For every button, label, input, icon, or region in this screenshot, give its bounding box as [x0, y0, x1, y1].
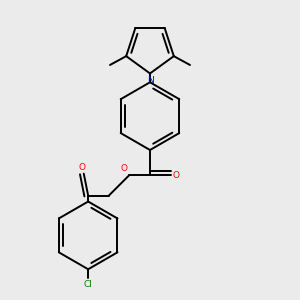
Text: Cl: Cl [84, 280, 93, 289]
Text: O: O [79, 163, 86, 172]
Text: O: O [120, 164, 127, 173]
Text: N: N [147, 76, 153, 85]
Text: O: O [173, 170, 180, 179]
